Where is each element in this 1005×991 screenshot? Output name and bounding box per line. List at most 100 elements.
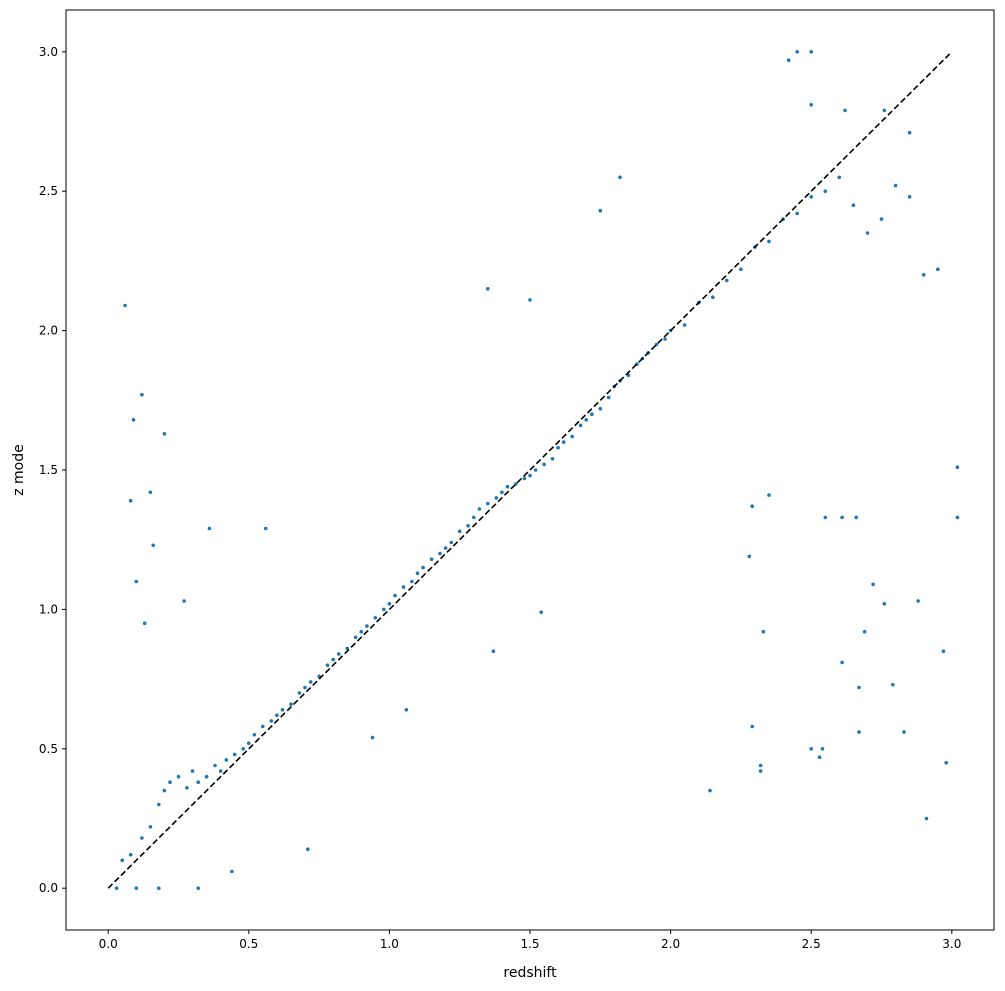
scatter-point [817,755,822,759]
scatter-point [207,526,212,531]
scatter-point [123,303,127,308]
scatter-point [561,440,566,444]
scatter-point [140,392,144,397]
x-tick-label: 3.0 [942,937,961,951]
scatter-point [289,702,293,706]
scatter-point [809,747,813,751]
scatter-point [457,529,462,534]
scatter-point [871,582,875,587]
scatter-point [331,657,336,662]
x-tick-label: 0.0 [99,937,118,951]
scatter-point [261,724,265,729]
x-tick-label: 2.0 [661,937,680,951]
scatter-point [134,886,139,890]
scatter-point [533,468,538,472]
scatter-point [466,524,470,528]
scatter-point [148,490,153,495]
scatter-point [131,418,136,422]
scatter-point [280,708,285,712]
scatter-point [590,412,594,417]
x-tick-label: 1.5 [520,937,539,951]
scatter-point [204,774,209,779]
scatter-point [151,543,155,548]
scatter-point [598,208,603,213]
scatter-point [786,58,791,62]
x-tick-label: 2.5 [802,937,821,951]
scatter-point [415,571,420,575]
scatter-point [252,733,257,737]
scatter-point [851,203,856,207]
scatter-point [387,602,392,606]
scatter-point [230,869,234,874]
scatter-point [477,507,482,511]
scatter-point [438,551,442,556]
scatter-point [185,786,189,790]
scatter-point [275,713,279,718]
x-tick-label: 0.5 [239,937,258,951]
scatter-point [916,599,920,603]
y-axis-label: z mode [11,444,27,496]
scatter-point [944,760,948,765]
scatter-point [359,629,364,634]
scatter-point [820,747,825,751]
scatter-point [840,660,844,665]
scatter-point [823,189,828,193]
scatter-point [421,565,425,570]
scatter-point [795,211,799,216]
scatter-point [598,406,603,411]
reference-line-layer [107,51,953,889]
scatter-point [449,540,454,545]
scatter-point [196,780,200,784]
scatter-point [168,780,172,784]
scatter-point [486,287,490,291]
scatter-point [924,816,929,821]
scatter-point [337,652,341,656]
scatter-point [162,788,167,793]
scatter-point [747,554,752,559]
scatter-point [241,747,245,751]
scatter-point [142,621,147,626]
scatter-point [711,295,715,300]
scatter-point [162,432,167,436]
scatter-point [907,130,912,135]
scatter-point [443,546,448,550]
scatter-point [157,886,161,890]
scatter-point [750,504,754,509]
scatter-points [114,50,960,890]
scatter-point [556,445,560,450]
y-tick-label: 2.5 [39,184,58,198]
scatter-point [134,579,139,584]
scatter-point [882,108,887,113]
scatter-point [182,599,186,603]
scatter-point [486,501,490,506]
scatter-point [128,852,133,857]
scatter-point [148,825,153,829]
scatter-point [247,741,251,745]
scatter-point [767,493,771,497]
y-tick-label: 2.0 [39,324,58,338]
scatter-point [767,239,771,244]
scatter-point [120,858,124,863]
scatter-point [857,730,861,734]
scatter-point [865,231,870,235]
scatter-point [921,273,926,277]
identity-reference-line [107,51,953,889]
scatter-point [522,476,527,481]
scatter-point [382,607,386,612]
scatter-point [306,847,310,851]
scatter-point [761,629,766,634]
scatter-point [725,278,729,283]
y-axis-ticks: 0.0 0.5 1.0 1.5 2.0 2.5 3.0 [39,45,66,895]
scatter-point [955,465,960,470]
scatter-point [739,267,743,272]
scatter-point [269,719,274,723]
x-axis-ticks: 0.0 0.5 1.0 1.5 2.0 2.5 3.0 [99,930,961,951]
scatter-point [224,758,229,762]
scatter-point [196,886,200,890]
scatter-point [190,769,195,773]
scatter-point [809,195,813,199]
scatter-point [708,788,712,793]
y-tick-label: 3.0 [39,45,58,59]
scatter-point [494,496,499,500]
